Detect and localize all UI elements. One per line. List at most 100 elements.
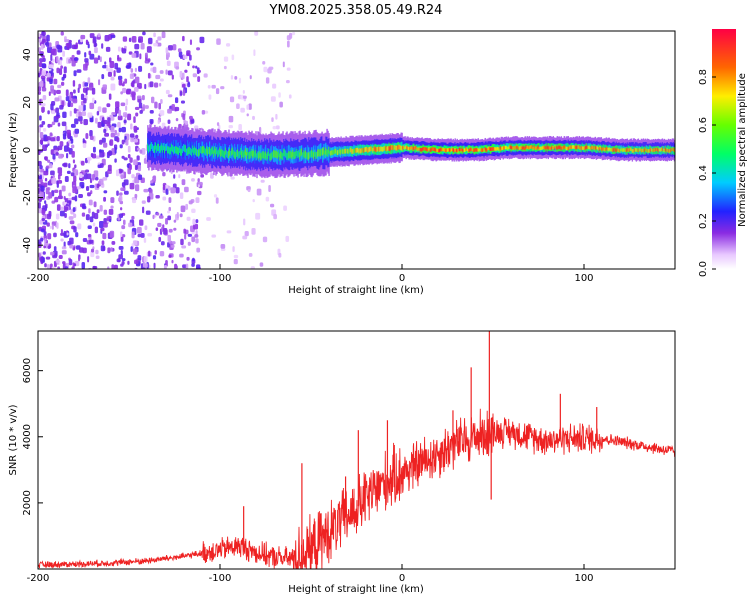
heatmap-cell — [89, 135, 94, 140]
ridge-segment — [479, 147, 481, 151]
ridge-segment — [491, 147, 493, 151]
heatmap-cell — [143, 188, 149, 193]
x-tick-label: 0 — [399, 573, 405, 584]
ridge-segment — [486, 148, 488, 152]
ridge-segment — [589, 146, 592, 151]
heatmap-cell — [78, 257, 81, 262]
heatmap-cell — [63, 145, 69, 152]
heatmap-cell — [159, 110, 165, 116]
ridge-segment — [335, 148, 337, 154]
heatmap-cell — [60, 81, 65, 86]
spectrogram-x-ticks: -200 -100 0 100 — [27, 264, 594, 284]
ridge-segment — [570, 145, 573, 150]
ridge-segment — [379, 147, 381, 152]
ridge-segment — [432, 147, 434, 151]
heatmap-cell — [117, 46, 121, 52]
heatmap-cell — [50, 103, 54, 111]
ridge-segment — [300, 149, 302, 157]
ridge-segment — [363, 147, 365, 153]
heatmap-cell — [118, 109, 122, 117]
heatmap-cell — [133, 87, 139, 92]
ridge-segment — [671, 147, 674, 152]
ridge-segment — [434, 147, 436, 152]
ridge-segment — [147, 143, 149, 151]
heatmap-cell — [102, 84, 107, 90]
ridge-segment — [458, 147, 460, 152]
ridge-segment — [442, 147, 444, 151]
heatmap-cell — [174, 265, 178, 269]
heatmap-cell — [173, 174, 176, 179]
heatmap-cell — [167, 108, 172, 114]
snr-x-ticks: -200 -100 0 100 — [27, 564, 594, 584]
heatmap-cell — [53, 246, 57, 252]
heatmap-cell — [181, 83, 186, 88]
heatmap-cell — [95, 255, 100, 259]
ridge-segment — [660, 147, 663, 152]
ridge-segment — [197, 149, 199, 157]
heatmap-cell — [110, 83, 116, 91]
ridge-segment — [289, 151, 291, 159]
heatmap-cell — [256, 188, 262, 196]
heatmap-cell — [62, 268, 66, 269]
ridge-segment — [190, 147, 192, 155]
ridge-segment — [287, 152, 289, 160]
ridge-segment — [322, 148, 324, 156]
ridge-segment — [306, 152, 308, 160]
ridge-segment — [264, 152, 266, 160]
ridge-segment — [673, 148, 675, 153]
ridge-segment — [546, 145, 548, 149]
heatmap-cell — [131, 231, 135, 239]
heatmap-cell — [166, 60, 171, 66]
heatmap-cell — [191, 208, 196, 214]
ridge-segment — [453, 149, 455, 153]
heatmap-cell — [108, 150, 112, 157]
heatmap-cell — [123, 179, 129, 186]
heatmap-cell — [56, 136, 60, 142]
heatmap-cell — [74, 195, 78, 202]
ridge-segment — [393, 145, 395, 151]
ridge-segment — [463, 148, 465, 153]
ridge-segment — [512, 146, 514, 151]
ridge-segment — [644, 147, 647, 152]
ridge-segment — [431, 146, 433, 151]
ridge-segment — [506, 146, 508, 150]
ridge-segment — [315, 151, 317, 160]
ridge-segment — [236, 150, 238, 158]
heatmap-cell — [179, 213, 183, 218]
heatmap-cell — [170, 187, 176, 194]
heatmap-cell — [92, 265, 98, 269]
ridge-segment — [619, 149, 622, 153]
ridge-segment — [459, 147, 461, 152]
heatmap-cell — [196, 47, 200, 51]
heatmap-cell — [57, 195, 63, 200]
heatmap-cell — [63, 66, 67, 74]
heatmap-cell — [211, 84, 216, 89]
ridge-segment — [569, 145, 572, 149]
heatmap-cell — [106, 103, 111, 108]
ridge-segment — [331, 150, 333, 155]
y-tick-label: 6000 — [22, 358, 33, 383]
heatmap-cell — [292, 31, 296, 36]
colorbar-tick-label: 0.6 — [698, 117, 709, 133]
heatmap-cell — [57, 167, 63, 174]
heatmap-cell — [152, 255, 157, 260]
heatmap-cell — [60, 65, 64, 69]
heatmap-cell — [59, 210, 65, 217]
heatmap-cell — [147, 72, 151, 79]
heatmap-cell — [179, 192, 184, 200]
heatmap-cell — [85, 185, 90, 192]
snr-frame — [37, 330, 676, 570]
ridge-segment — [233, 150, 235, 158]
heatmap-cell — [64, 125, 68, 132]
heatmap-cell — [57, 122, 61, 127]
heatmap-cell — [149, 118, 154, 124]
heatmap-cell — [58, 254, 63, 260]
y-tick-label: -40 — [22, 237, 33, 253]
heatmap-cell — [130, 123, 133, 130]
heatmap-cell — [119, 169, 124, 173]
ridge-segment — [211, 147, 213, 155]
ridge-segment — [535, 146, 537, 151]
ridge-segment — [382, 147, 384, 152]
ridge-segment — [552, 145, 555, 150]
heatmap-cell — [86, 173, 92, 180]
